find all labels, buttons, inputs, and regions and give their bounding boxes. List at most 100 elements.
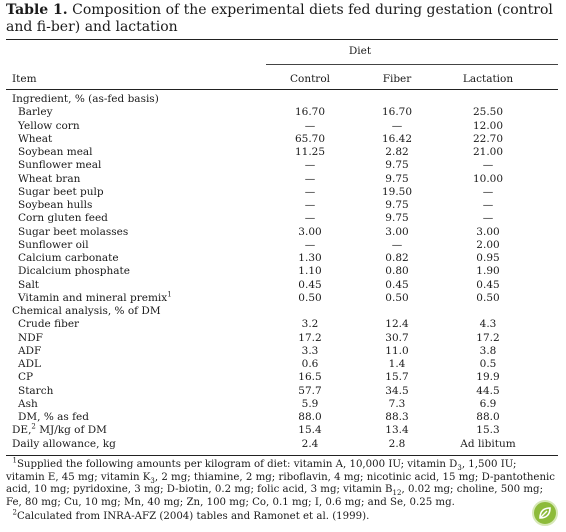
table-cell: 0.45 — [298, 278, 322, 291]
item-header: Item — [12, 73, 37, 85]
column-header-control: Control — [289, 73, 331, 85]
table-cell: 7.3 — [388, 397, 406, 410]
table-cell: 16.5 — [298, 371, 322, 384]
table-cell: — — [391, 238, 403, 251]
row-label: Wheat bran — [18, 172, 81, 185]
row-label: DE,2 MJ/kg of DM — [12, 422, 107, 437]
row-label: Sugar beet molasses — [18, 225, 129, 238]
row-label: ADF — [18, 344, 42, 357]
table-cell: 6.9 — [479, 397, 497, 410]
row-label: Ash — [18, 397, 38, 410]
row-label: Salt — [18, 278, 40, 291]
row-label: Daily allowance, kg — [12, 437, 116, 450]
row-label: Crude fiber — [18, 318, 80, 331]
table-cell: 3.00 — [476, 225, 500, 238]
footnote-2: 2Calculated from INRA-AFZ (2004) tables … — [12, 508, 370, 522]
table-cell: 15.7 — [385, 371, 409, 384]
table-cell: 25.50 — [472, 106, 504, 119]
table-cell: 2.00 — [476, 238, 500, 251]
table-cell: — — [304, 119, 316, 132]
table-label: Table 1. — [6, 2, 68, 18]
table-title: Composition of the experimental diets fe… — [6, 2, 553, 35]
table-cell: 0.45 — [476, 278, 500, 291]
table-cell: — — [482, 199, 494, 211]
table-cell: 44.5 — [476, 384, 500, 397]
table-cell: — — [304, 238, 316, 251]
row-label: DM, % as fed — [18, 411, 89, 423]
table-cell: 3.00 — [385, 225, 409, 238]
table-cell: 16.70 — [294, 106, 326, 119]
row-label: Wheat — [18, 132, 53, 145]
top-rule — [6, 39, 558, 40]
table-cell: 9.75 — [385, 212, 409, 225]
header-rule — [6, 89, 558, 90]
table-cell: 17.2 — [476, 331, 500, 344]
table-cell: 21.00 — [472, 146, 504, 158]
row-label: Sunflower meal — [18, 159, 102, 172]
table-cell: 3.00 — [298, 225, 322, 238]
row-label: CP — [18, 371, 34, 384]
table-cell: 34.5 — [385, 384, 409, 397]
table-cell: — — [304, 212, 316, 225]
column-header-fiber: Fiber — [382, 73, 412, 85]
table-cell: 5.9 — [301, 397, 319, 410]
table-cell: 0.50 — [298, 291, 322, 304]
table-cell: 88.0 — [298, 411, 322, 423]
table-cell: 57.7 — [298, 384, 322, 397]
footnote-1: 1Supplied the following amounts per kilo… — [6, 456, 555, 508]
table-cell: — — [391, 119, 403, 132]
row-label: Calcium carbonate — [18, 252, 119, 264]
table-cell: 3.3 — [301, 344, 319, 357]
row-label: Starch — [18, 384, 54, 397]
table-cell: — — [482, 212, 494, 225]
table-cell: 19.9 — [476, 371, 500, 384]
table-cell: 13.4 — [385, 424, 409, 437]
footnote-2-marker: 2 — [12, 508, 17, 517]
table-cell: 11.0 — [385, 344, 409, 357]
table-cell: 15.3 — [476, 424, 500, 437]
table-cell: 0.82 — [385, 252, 409, 264]
row-label: Dicalcium phosphate — [18, 265, 130, 278]
table-cell: 2.82 — [385, 146, 409, 158]
row-label: Barley — [18, 106, 53, 119]
row-label: Corn gluten feed — [18, 212, 108, 225]
table-cell: 0.80 — [385, 265, 409, 278]
table-cell: 11.25 — [294, 146, 326, 158]
table-cell: 9.75 — [385, 172, 409, 185]
table-cell: 1.90 — [476, 265, 500, 278]
table-cell: Ad libitum — [460, 437, 516, 450]
table-cell: 0.50 — [385, 291, 409, 304]
table-cell: — — [304, 185, 316, 198]
row-label: Vitamin and mineral premix1 — [18, 290, 172, 304]
diet-group-label: Diet — [348, 45, 372, 57]
bottom-rule — [6, 455, 558, 456]
table-cell: 9.75 — [385, 159, 409, 172]
table-cell: 2.4 — [301, 437, 319, 450]
footnote-1-marker: 1 — [12, 456, 17, 465]
table-cell: — — [304, 172, 316, 185]
column-header-lactation: Lactation — [462, 73, 514, 85]
row-label: ADL — [18, 358, 41, 370]
table-cell: 0.6 — [301, 358, 319, 370]
row-label: Sunflower oil — [18, 238, 89, 251]
table-cell: 88.0 — [476, 411, 500, 423]
table-cell: 65.70 — [294, 132, 326, 145]
table-cell: 1.10 — [298, 265, 322, 278]
table-cell: 22.70 — [472, 132, 504, 145]
row-label: Yellow corn — [18, 119, 80, 132]
table-cell: 88.3 — [385, 411, 409, 423]
table-cell: 9.75 — [385, 199, 409, 211]
row-label: Soybean meal — [18, 146, 93, 158]
table-cell: 17.2 — [298, 331, 322, 344]
table-cell: 16.42 — [381, 132, 413, 145]
table-cell: 0.95 — [476, 252, 500, 264]
table-caption: Table 1. Composition of the experimental… — [6, 2, 558, 36]
leaf-badge-icon — [532, 500, 558, 526]
table-cell: 3.8 — [479, 344, 497, 357]
table-cell: 2.8 — [388, 437, 406, 450]
row-label: Sugar beet pulp — [18, 185, 104, 198]
table-cell: 0.5 — [479, 358, 497, 370]
table-cell: — — [482, 185, 494, 198]
table-cell: 1.30 — [298, 252, 322, 264]
table-cell: 30.7 — [385, 331, 409, 344]
